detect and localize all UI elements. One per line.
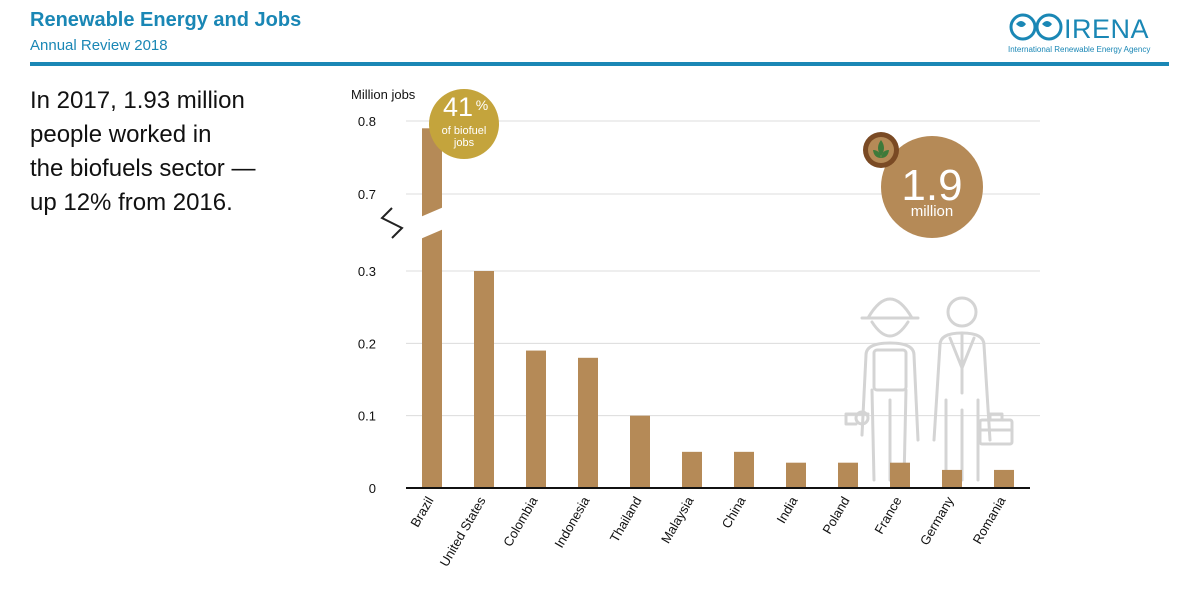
headline-line: the biofuels sector —: [30, 155, 256, 182]
bar-united-states: [474, 271, 494, 488]
y-axis-label: Million jobs: [351, 87, 416, 102]
share-caption: jobs: [453, 137, 475, 149]
x-tick-label: France: [871, 494, 904, 537]
x-tick-label: Thailand: [607, 494, 645, 545]
x-tick-label: Colombia: [500, 493, 541, 549]
logo-wordmark: IRENA: [1064, 14, 1150, 44]
x-tick-label: India: [774, 493, 801, 526]
worker-hardhat-icon: [844, 297, 920, 482]
y-tick-label: 0.7: [358, 187, 376, 202]
biofuel-leaf-icon: [863, 132, 899, 168]
workers-illustration: [844, 296, 1014, 482]
bar-china: [734, 451, 754, 488]
bar-indonesia: [578, 357, 598, 488]
x-tick-label: Romania: [970, 493, 1009, 546]
worker-briefcase-icon: [932, 296, 1014, 482]
x-tick-label: Indonesia: [551, 493, 593, 550]
y-tick-label: 0.3: [358, 264, 376, 279]
x-tick-label: Brazil: [407, 494, 436, 530]
y-tick-label: 0.2: [358, 336, 376, 351]
bar-india: [786, 462, 806, 488]
page-title: Renewable Energy and Jobs: [30, 9, 302, 31]
headline-line: In 2017, 1.93 million: [30, 87, 245, 114]
logo-tagline: International Renewable Energy Agency: [1008, 45, 1151, 54]
share-caption: of biofuel: [442, 125, 487, 137]
bar-germany: [942, 469, 962, 488]
axis-break-marker: [380, 207, 404, 239]
y-tick-label: 0.8: [358, 114, 376, 129]
x-tick-label: China: [719, 493, 749, 531]
headline: In 2017, 1.93 million people worked in t…: [30, 84, 320, 220]
bar-brazil: [422, 128, 442, 489]
bar-romania: [994, 469, 1014, 488]
x-tick-label: Poland: [819, 494, 852, 537]
x-tick-label: Germany: [917, 494, 957, 548]
globe-logo-icon: [1009, 13, 1063, 41]
share-value: 41: [443, 92, 473, 122]
bar-colombia: [526, 350, 546, 488]
x-tick-label: United States: [437, 494, 489, 570]
page-subtitle: Annual Review 2018: [30, 37, 168, 54]
y-tick-label: 0.1: [358, 409, 376, 424]
headline-line: up 12% from 2016.: [30, 189, 233, 216]
biofuel-share-badge: 41 % of biofuel jobs: [429, 89, 499, 159]
bar-thailand: [630, 415, 650, 488]
headline-line: people worked in: [30, 121, 212, 148]
y-tick-label: 0: [369, 481, 376, 496]
axis-break-gap: [418, 206, 446, 240]
total-jobs-badge: 1.9 million: [863, 132, 983, 238]
share-unit: %: [476, 97, 488, 113]
total-value: 1.9: [901, 161, 962, 210]
bar-malaysia: [682, 451, 702, 488]
bar-poland: [838, 462, 858, 488]
header-divider: [30, 62, 1169, 66]
total-unit: million: [911, 203, 954, 220]
irena-logo: IRENA International Renewable Energy Age…: [1008, 12, 1173, 60]
x-tick-label: Malaysia: [658, 493, 697, 546]
bar-france: [890, 462, 910, 488]
